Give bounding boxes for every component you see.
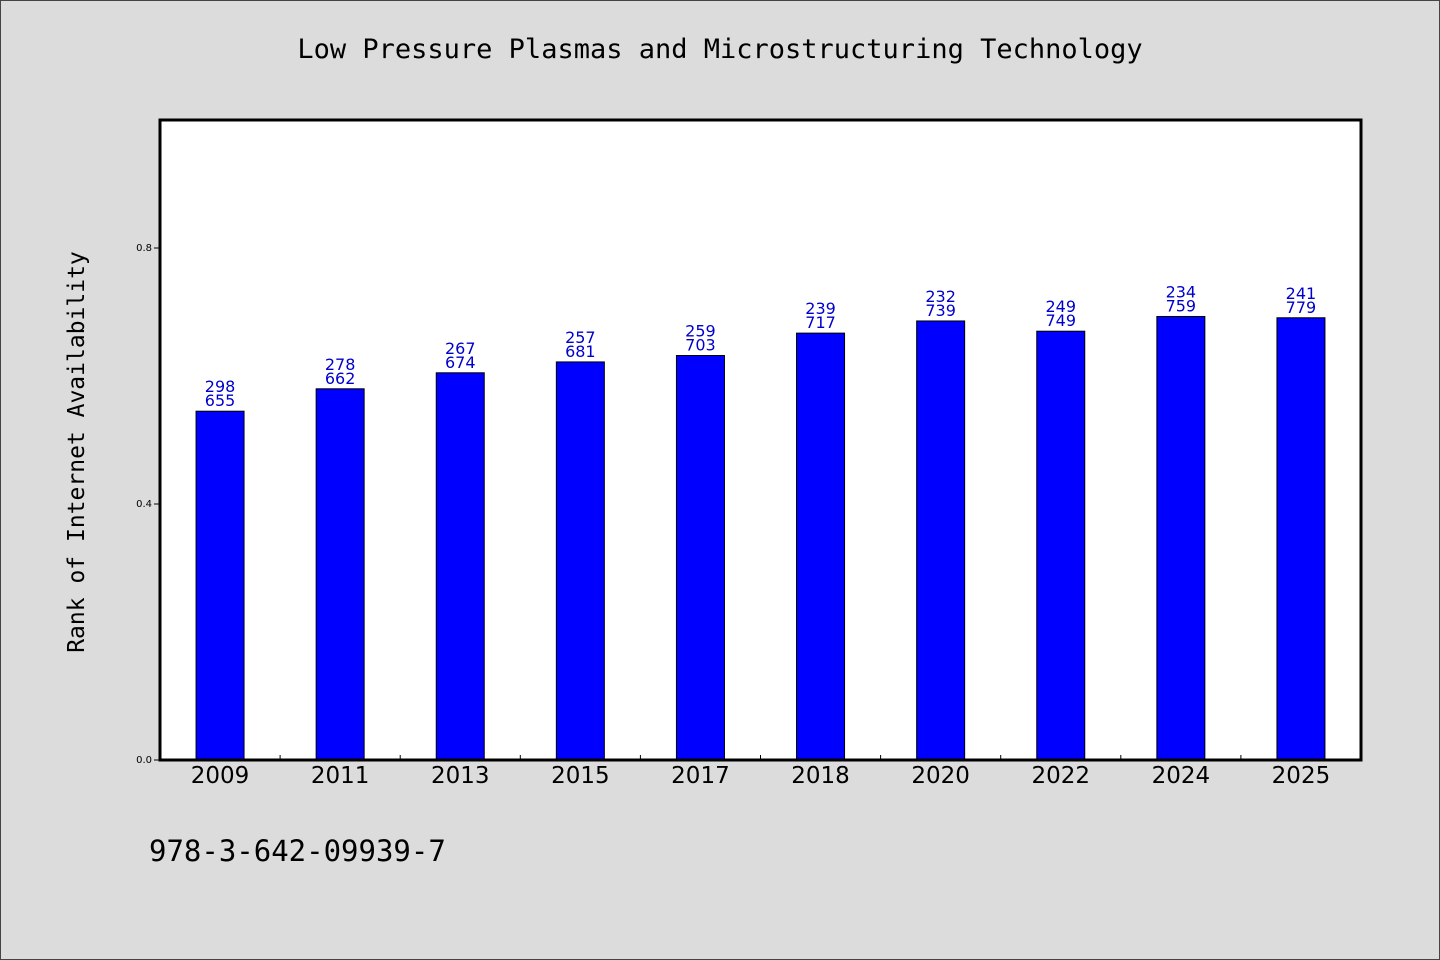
bars [195,315,1326,761]
bar-label-bottom: 703 [685,336,716,355]
bar-label-top: 259 [685,322,716,341]
bar-2024 [1156,315,1206,761]
bar-label-bottom: 662 [325,369,356,388]
bar-label-bottom: 681 [565,342,596,361]
bar-2018 [796,332,846,761]
bar-label-bottom: 759 [1166,296,1197,315]
bar-label-top: 239 [805,299,836,318]
bar-2013 [435,372,485,761]
y-tick-label: 0.8 [136,243,152,254]
bar-label-top: 257 [565,328,596,347]
chart-title: Low Pressure Plasmas and Microstructurin… [297,34,1143,65]
bar-2022 [1036,330,1086,761]
x-tick-label: 2024 [1152,763,1211,789]
bar-label-bottom: 739 [925,301,956,320]
bar-label-top: 267 [445,339,476,358]
x-tick-label: 2009 [191,763,250,789]
bar-2020 [916,320,966,761]
bar-2015 [555,361,605,761]
bar-label-top: 278 [325,355,356,374]
bar-label-top: 298 [205,377,236,396]
bar-label-top: 234 [1166,282,1197,301]
bar-label-top: 232 [925,287,956,306]
isbn-note: 978-3-642-09939-7 [149,834,446,868]
x-tick-label: 2011 [311,763,370,789]
bar-2009 [195,410,245,761]
x-tick-label: 2018 [791,763,850,789]
bar-label-top: 249 [1045,297,1076,316]
x-tick-label: 2017 [671,763,730,789]
x-tick-label: 2022 [1031,763,1090,789]
category-labels: 2009 2011 2013 2015 2017 2018 2020 2022 2024 2025 [191,763,1330,789]
bar-label-bottom: 717 [805,313,836,332]
bar-2025 [1276,317,1326,761]
bar-2017 [675,355,725,761]
x-tick-label: 2015 [551,763,610,789]
plot-border [158,118,1363,762]
y-ticks: 0.0 0.4 0.8 [136,243,160,766]
x-tick-label: 2020 [911,763,970,789]
y-tick-label: 0.0 [136,755,152,766]
bar-label-top: 241 [1286,284,1317,303]
bar-label-bottom: 779 [1286,298,1317,317]
bar-label-bottom: 749 [1045,311,1076,330]
bar-2011 [315,388,365,761]
bar-label-bottom: 674 [445,353,476,372]
x-tick-label: 2013 [431,763,490,789]
y-tick-label: 0.4 [136,499,152,510]
data-labels: 2986552786622676742576812597032397172327… [205,282,1316,410]
bar-label-bottom: 655 [205,391,236,410]
x-tick-label: 2025 [1272,763,1331,789]
